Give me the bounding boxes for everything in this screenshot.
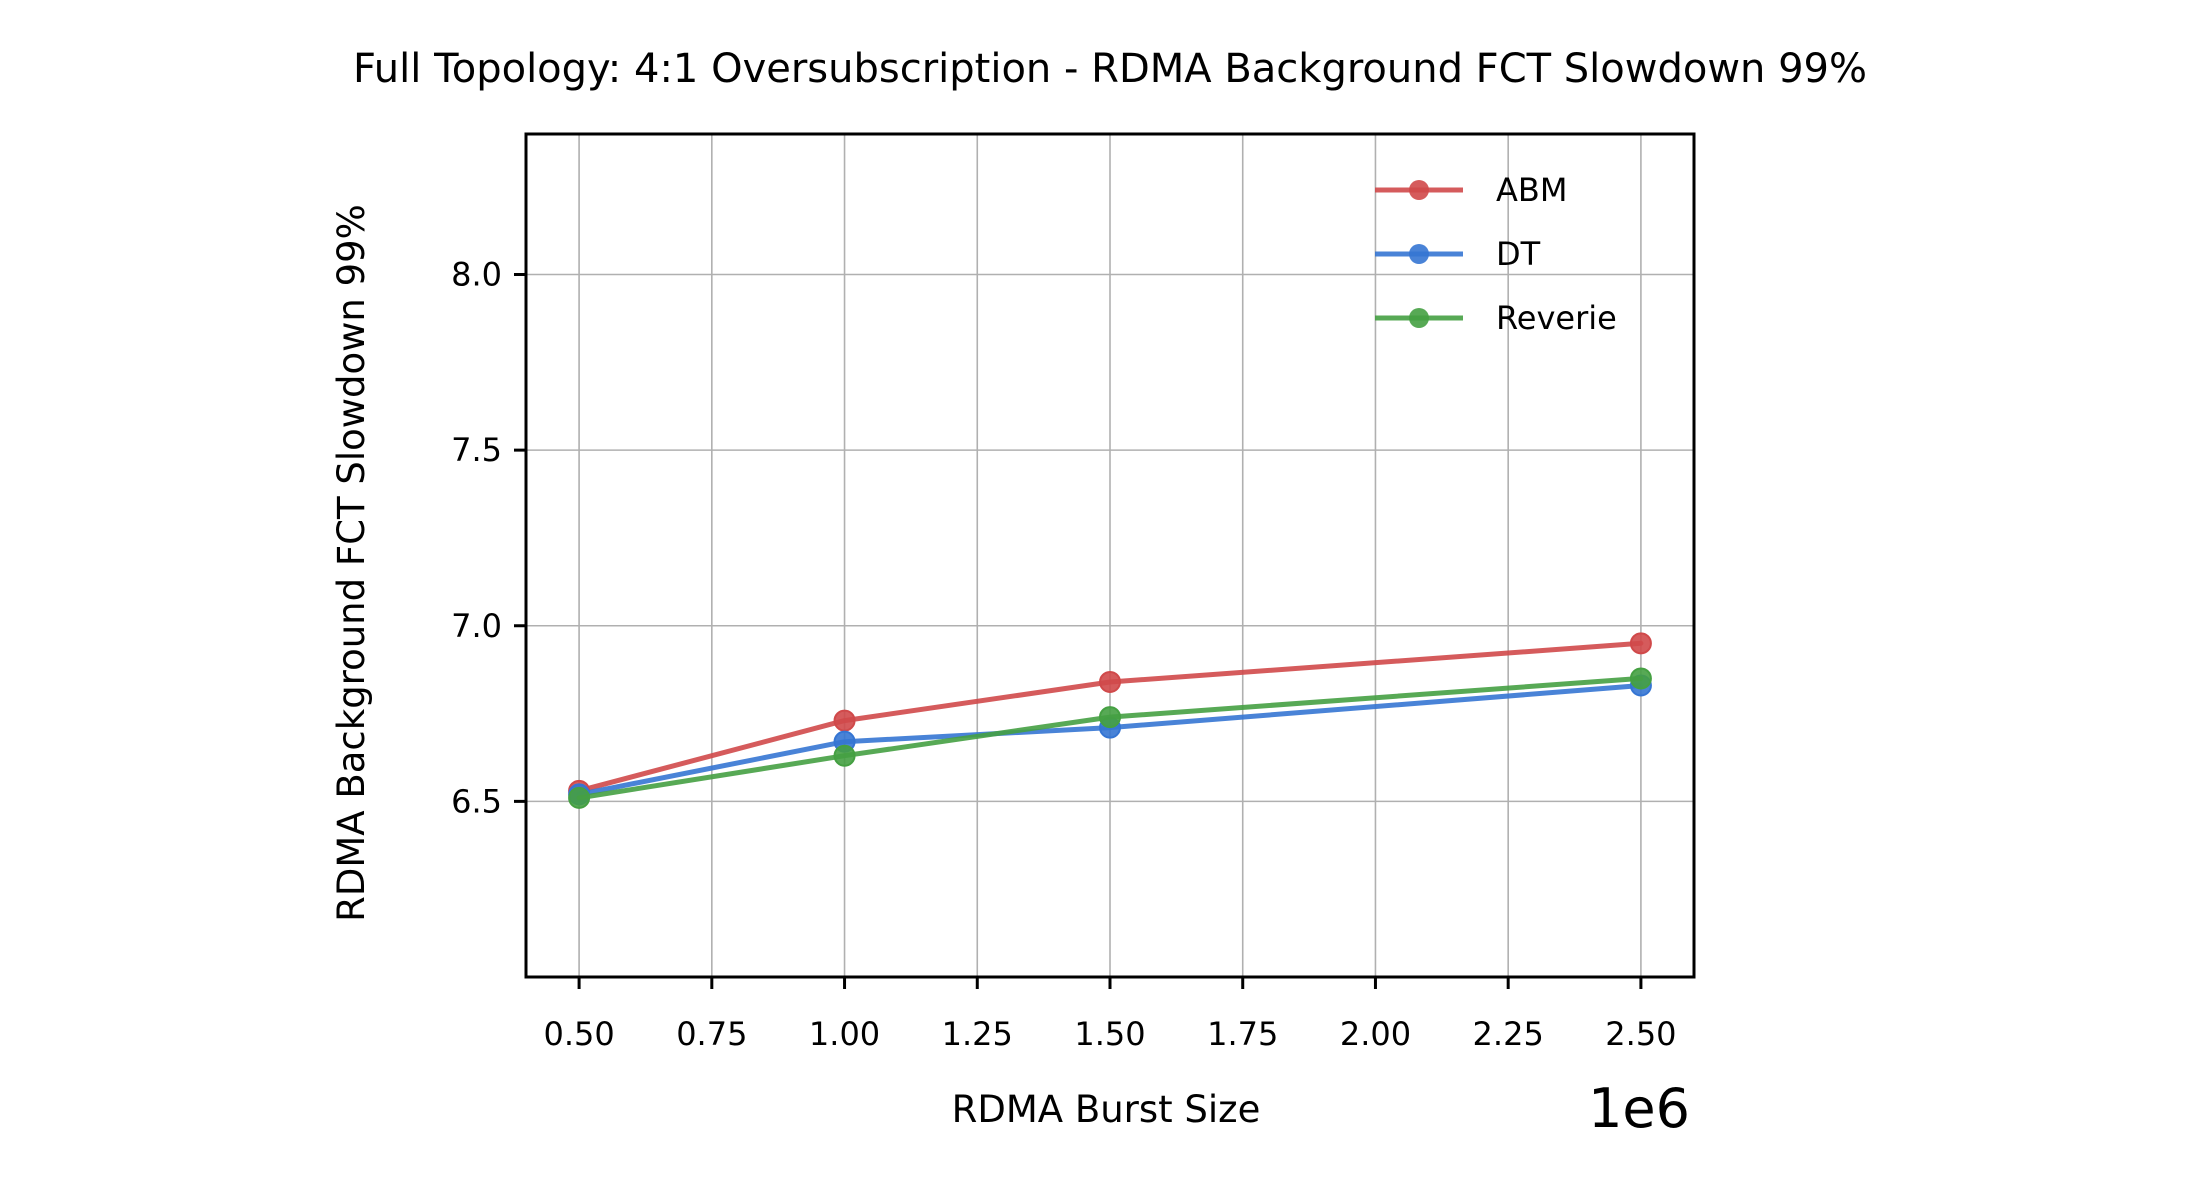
series-lines (568, 632, 1652, 809)
x-tick-label: 0.50 (543, 1015, 614, 1053)
y-tick-label: 7.0 (451, 607, 502, 645)
data-point-reverie (568, 786, 591, 809)
x-tick-label: 1.25 (942, 1015, 1013, 1053)
data-point-reverie (1099, 706, 1121, 729)
series-line-reverie (576, 675, 1644, 801)
y-tick-label: 8.0 (451, 256, 502, 294)
legend-label-abm: ABM (1496, 171, 1567, 209)
x-tick-label: 0.75 (676, 1015, 747, 1053)
x-tick-label: 2.00 (1340, 1015, 1411, 1053)
x-tick-label: 2.50 (1605, 1015, 1676, 1053)
data-point-abm (1099, 670, 1121, 693)
series-line-abm (576, 640, 1644, 794)
legend-label-reverie: Reverie (1496, 299, 1617, 337)
data-point-abm (1629, 632, 1652, 655)
legend-marker-abm (1409, 180, 1429, 200)
data-point-reverie (833, 744, 856, 767)
x-tick-label: 1.00 (809, 1015, 880, 1053)
legend-marker-dt (1409, 244, 1429, 264)
legend-marker-reverie (1409, 308, 1429, 328)
x-tick-label: 1.75 (1207, 1015, 1278, 1053)
grid (526, 134, 1694, 977)
x-tick-label: 2.25 (1473, 1015, 1544, 1053)
legend-label-dt: DT (1496, 235, 1541, 273)
y-tick-label: 6.5 (451, 782, 502, 820)
data-point-abm (833, 709, 856, 732)
x-axis-label: RDMA Burst Size (952, 1088, 1261, 1131)
legend: ABM DT Reverie (1375, 171, 1617, 337)
x-tick-label: 1.50 (1074, 1015, 1145, 1053)
chart-title: Full Topology: 4:1 Oversubscription - RD… (353, 46, 1867, 92)
y-axis-label: RDMA Background FCT Slowdown 99% (330, 204, 373, 922)
y-tick-label: 7.5 (451, 431, 502, 469)
axes: 0.50 0.75 1.00 1.25 1.50 1.75 2.00 2.25 2.50 6.5 7… (451, 132, 1696, 1053)
data-point-reverie (1629, 667, 1652, 690)
x-axis-offset-label: 1e6 (1588, 1077, 1690, 1140)
